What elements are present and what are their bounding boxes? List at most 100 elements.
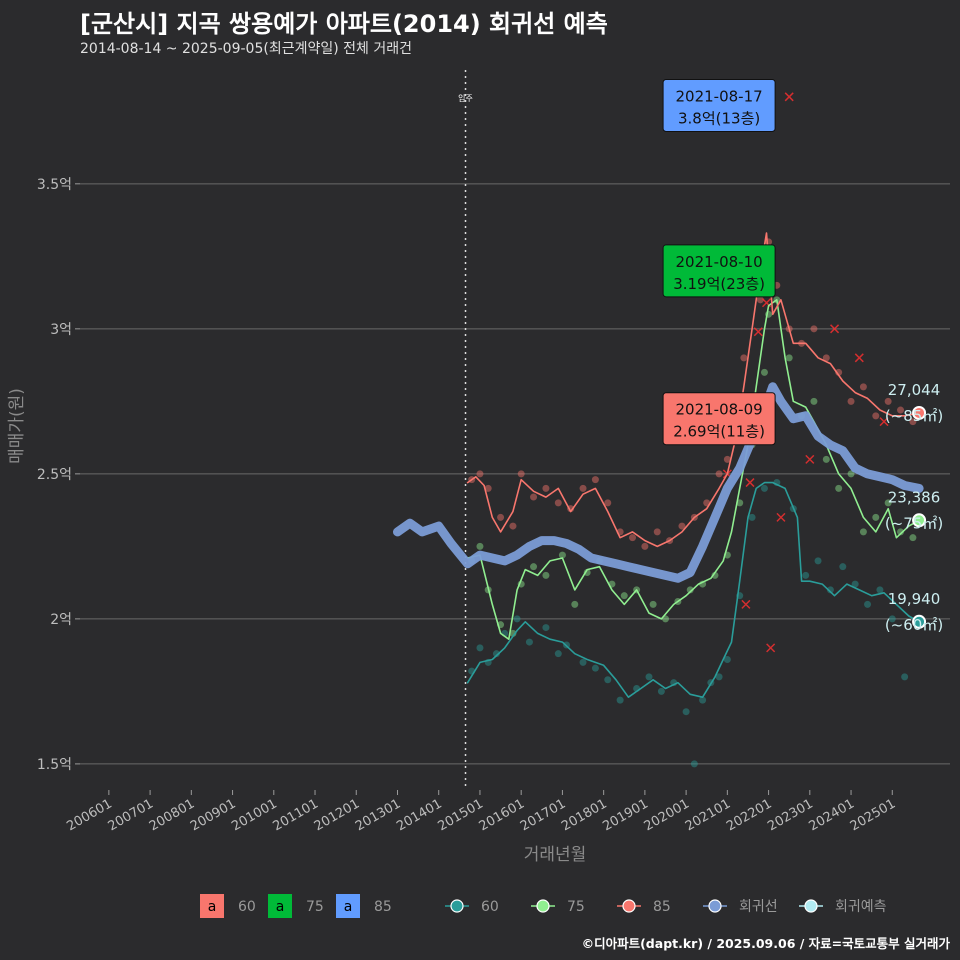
x-tick-label: 201401 [394,796,444,834]
scatter-point-60 [645,673,653,681]
y-axis-title: 매매가(원) [7,388,27,464]
scatter-point-75 [620,592,628,600]
x-axis-title: 거래년월 [524,845,587,865]
end-label-unit: (~60㎡) [885,616,943,634]
x-tick-label: 201101 [271,796,321,834]
scatter-point-75 [847,470,855,478]
scatter-point-85 [579,484,587,492]
scatter-point-75 [822,455,830,463]
annotation-value: 3.8억(13층) [678,110,760,128]
x-tick-label: 201601 [477,796,527,834]
scatter-point-60 [723,655,731,663]
scatter-point-60 [682,708,690,716]
highlight-marker [745,478,755,488]
scatter-point-75 [897,528,905,536]
scatter-point-60 [525,638,533,646]
highlight-marker [879,417,889,427]
x-tick-label: 201201 [312,796,362,834]
scatter-point-85 [859,383,867,391]
end-label-value: 19,940 [888,590,941,608]
legend-line-label: 회귀예측 [835,899,887,915]
y-tick-label: 3억 [50,322,72,338]
scatter-point-60 [579,658,587,666]
scatter-point-85 [604,499,612,507]
legend-line-label: 60 [481,899,499,915]
scatter-point-85 [484,484,492,492]
scatter-point-85 [476,470,484,478]
scatter-point-60 [901,673,909,681]
scatter-point-60 [888,615,896,623]
end-label-unit: (~85㎡) [885,407,943,425]
scatter-point-75 [785,354,793,362]
scatter-point-85 [884,397,892,405]
scatter-point-60 [851,580,859,588]
x-tick-label: 202201 [724,796,774,834]
scatter-point-75 [571,600,579,608]
scatter-point-60 [814,557,822,565]
y-tick-label: 3.5억 [37,177,72,193]
scatter-point-85 [497,513,505,521]
scatter-point-85 [591,476,599,484]
end-label-value: 23,386 [888,488,941,506]
series-end-point [912,614,927,629]
scatter-point-60 [690,760,698,768]
series-line-회귀선 [393,382,924,583]
end-label-value: 27,044 [888,381,941,399]
scatter-point-75 [558,551,566,559]
x-tick-label: 201501 [435,796,485,834]
x-tick-label: 202501 [848,796,898,834]
scatter-point-85 [715,470,723,478]
x-tick-label: 202101 [683,796,733,834]
legend-line-label: 75 [567,899,585,915]
series-line-75 [466,299,920,640]
chart-title: [군산시] 지곡 쌍용예가 아파트(2014) 회귀선 예측 [80,10,608,38]
scatter-point-60 [513,615,521,623]
move-in-label: 입주 [458,94,473,103]
legend-line-label: 회귀선 [739,899,778,915]
highlight-marker [741,599,751,609]
legend-fill-key-letter: a [344,899,353,915]
scatter-point-60 [476,644,484,652]
x-tick-label: 200901 [188,796,238,834]
scatter-point-75 [835,484,843,492]
legend-fill-key-letter: a [208,899,217,915]
series-end-point [912,513,927,528]
scatter-point-75 [760,368,768,376]
scatter-point-60 [492,650,500,658]
annotation-box [662,392,776,446]
scatter-point-85 [723,455,731,463]
legend-line-label: 85 [653,899,671,915]
legend-line-dot [708,899,722,913]
chart-subtitle: 2014-08-14 ~ 2025-09-05(최근계약일) 전체 거래건 [80,41,412,57]
scatter-point-60 [591,664,599,672]
scatter-point-85 [542,484,550,492]
chart-caption: ©디아파트(dapt.kr) / 2025.09.06 / 자료=국토교통부 실… [581,936,950,951]
scatter-point-60 [715,673,723,681]
x-tick-label: 202301 [765,796,815,834]
scatter-point-75 [872,513,880,521]
series-end-point [912,405,927,420]
y-tick-label: 2억 [50,612,72,628]
annotation-date: 2021-08-09 [676,401,763,419]
scatter-point-60 [554,650,562,658]
legend-fill-label: 60 [238,899,256,915]
scatter-point-75 [686,586,694,594]
end-label-unit: (~75㎡) [885,514,943,532]
x-tick-label: 201701 [518,796,568,834]
scatter-point-85 [756,296,764,304]
annotation-box [662,79,776,133]
y-tick-label: 2.5억 [37,467,72,483]
scatter-point-60 [876,586,884,594]
legend-fill-key [200,894,224,918]
scatter-point-85 [517,470,525,478]
scatter-point-85 [872,412,880,420]
x-tick-label: 201301 [353,796,403,834]
series-line-85 [466,232,920,548]
scatter-point-75 [649,600,657,608]
x-tick-label: 201001 [229,796,279,834]
y-tick-label: 1.5억 [37,757,72,773]
scatter-point-75 [810,397,818,405]
highlight-marker [805,454,815,464]
scatter-point-60 [760,484,768,492]
scatter-point-60 [542,624,550,632]
